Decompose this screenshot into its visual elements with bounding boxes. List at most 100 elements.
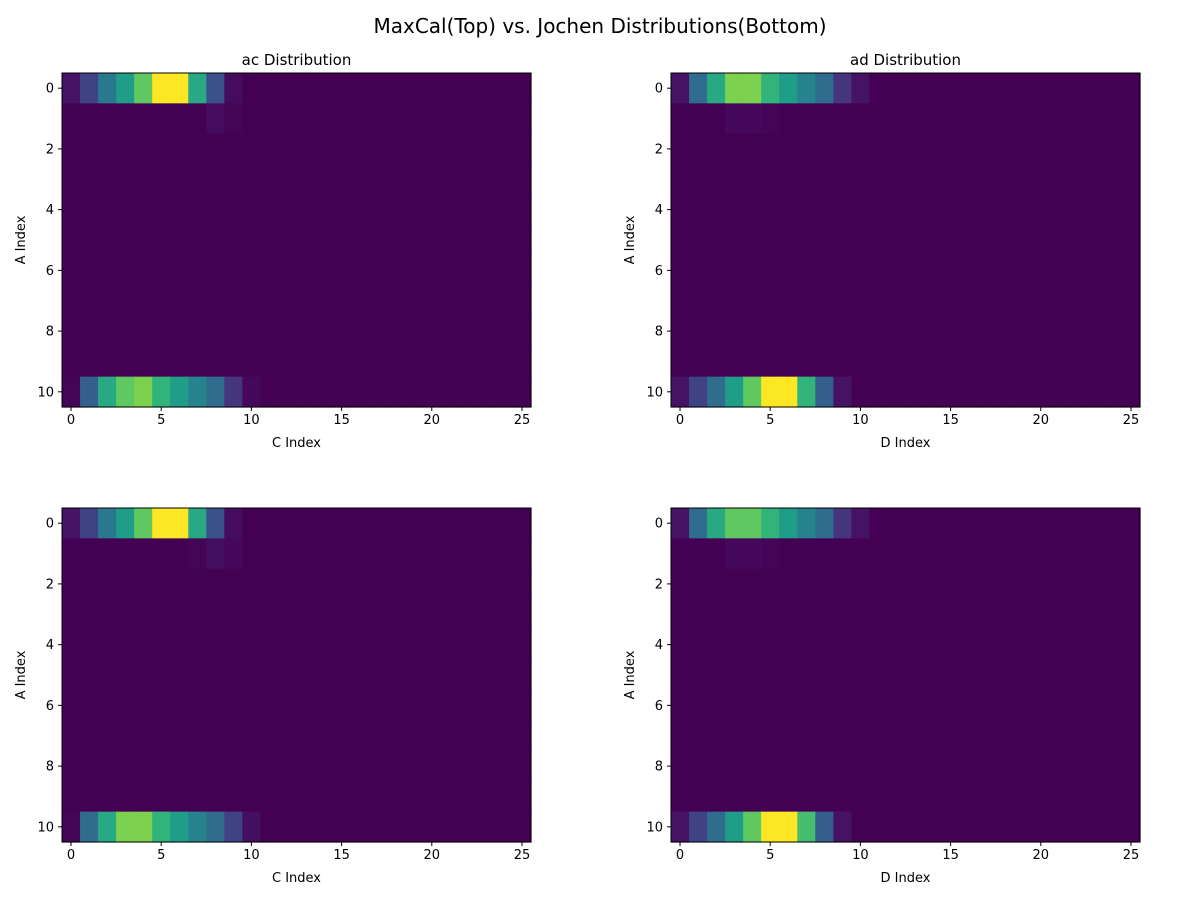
heatmap-cell [995, 376, 1015, 408]
heatmap-cell [476, 346, 496, 378]
y-tick-label: 0 [46, 517, 54, 532]
heatmap-cell [761, 690, 780, 722]
heatmap-cell [350, 255, 370, 287]
heatmap-cell [797, 781, 816, 813]
heatmap-cell [80, 255, 99, 287]
heatmap-cell [923, 224, 943, 256]
heatmap-cell [797, 194, 816, 226]
heatmap-cell [314, 599, 334, 631]
heatmap-cell [1013, 599, 1033, 631]
heatmap-cell [116, 508, 135, 539]
heatmap-cell [278, 781, 298, 813]
axes-frame [670, 72, 1141, 408]
heatmap-cell [1103, 690, 1123, 722]
heatmap-cell [152, 346, 171, 378]
axes-frame [61, 507, 532, 843]
heatmap-cell [779, 103, 798, 135]
heatmap-cell [368, 346, 388, 378]
heatmap-cell [959, 103, 979, 135]
heatmap-cell [797, 73, 816, 104]
heatmap-cell [1049, 811, 1069, 843]
heatmap-cell [1049, 659, 1069, 691]
x-tick-label: 10 [243, 413, 260, 428]
heatmap-cell [224, 376, 243, 408]
heatmap-cell [206, 194, 225, 226]
heatmap-cell [152, 659, 171, 691]
heatmap-cell [368, 538, 388, 570]
heatmap-cell [116, 133, 135, 165]
heatmap-cell [797, 538, 816, 570]
heatmap-cell [386, 811, 406, 843]
heatmap-cell [260, 315, 280, 347]
heatmap-cell [278, 255, 298, 287]
heatmap-cell [689, 568, 708, 600]
heatmap-cell [512, 315, 532, 347]
heatmap-cell [761, 781, 780, 813]
heatmap-cell [1103, 538, 1123, 570]
x-tick-label: 15 [333, 413, 350, 428]
heatmap-cell [671, 720, 690, 752]
heatmap-cell [440, 194, 460, 226]
heatmap-cell [296, 376, 316, 408]
heatmap-cell [941, 508, 961, 539]
heatmap-cell [278, 285, 298, 317]
heatmap-cell [815, 133, 834, 165]
y-tick-label: 0 [655, 82, 663, 97]
x-axis-label: D Index [881, 436, 931, 451]
heatmap-cell [905, 255, 925, 287]
heatmap-cell [440, 811, 460, 843]
heatmap-cell [80, 194, 99, 226]
heatmap-cell [1121, 599, 1141, 631]
heatmap-cell [440, 720, 460, 752]
heatmap-cell [887, 285, 907, 317]
figure-title: MaxCal(Top) vs. Jochen Distributions(Bot… [373, 14, 827, 38]
heatmap-cell [188, 568, 207, 600]
heatmap-cell [188, 224, 207, 256]
heatmap-cell [314, 720, 334, 752]
heatmap-cell [386, 750, 406, 782]
heatmap-cell [815, 508, 834, 539]
heatmap-cell [134, 690, 153, 722]
heatmap-cell [743, 194, 762, 226]
heatmap-cell [887, 346, 907, 378]
heatmap-cell [404, 781, 424, 813]
x-axis-label: C Index [272, 871, 321, 886]
heatmap-cell [134, 315, 153, 347]
heatmap-cell [134, 164, 153, 196]
heatmap-cell [923, 194, 943, 226]
heatmap-cell [386, 194, 406, 226]
heatmap-cell [923, 690, 943, 722]
heatmap-cell [995, 103, 1015, 135]
heatmap-cell [296, 720, 316, 752]
heatmap-cell [206, 811, 225, 843]
heatmap-cell [1031, 750, 1051, 782]
heatmap-cell [368, 781, 388, 813]
heatmap-cell [494, 164, 514, 196]
heatmap-cell [512, 659, 532, 691]
x-tick-label: 20 [424, 848, 441, 863]
heatmap-cell [1049, 720, 1069, 752]
heatmap-cell [959, 133, 979, 165]
y-tick-label: 0 [655, 517, 663, 532]
heatmap-cell [869, 781, 889, 813]
heatmap-cell [833, 376, 852, 408]
heatmap-cell [743, 720, 762, 752]
heatmap-cell [707, 629, 726, 661]
heatmap-cell [224, 315, 243, 347]
heatmap-cell [869, 568, 889, 600]
heatmap-cell [278, 315, 298, 347]
heatmap-cell [923, 508, 943, 539]
heatmap-cell [995, 690, 1015, 722]
heatmap-cell [959, 194, 979, 226]
heatmap-cell [671, 750, 690, 782]
heatmap-cell [134, 376, 153, 408]
heatmap-cell [1031, 538, 1051, 570]
heatmap-cell [206, 346, 225, 378]
heatmap-cell [1067, 194, 1087, 226]
heatmap-cell [512, 73, 532, 104]
heatmap-cell [494, 133, 514, 165]
heatmap-cell [1103, 224, 1123, 256]
x-tick-label: 0 [67, 848, 75, 863]
